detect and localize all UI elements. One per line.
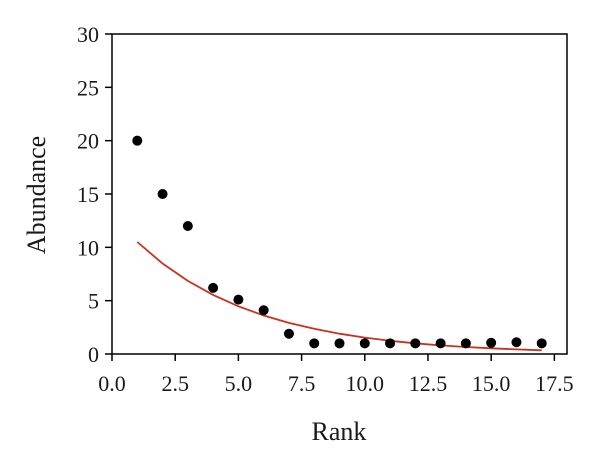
x-tick-label: 10.0 [346,371,385,396]
x-tick-label: 0.0 [98,371,126,396]
y-axis: 0 5 10 15 20 25 30 [77,22,112,367]
data-point [359,338,370,349]
x-tick-label: 17.5 [535,371,574,396]
fitted-curve [136,241,542,352]
y-axis-title: Abundance [22,136,51,254]
data-point [435,338,446,349]
y-tick-label: 5 [88,289,99,314]
data-point [208,282,219,293]
data-point [536,338,547,349]
data-point [157,189,168,199]
data-point [132,135,143,146]
x-tick-label: 15.0 [472,371,511,396]
data-point [385,338,396,349]
plot-area [111,33,568,355]
x-tick-label: 7.5 [288,371,316,396]
y-tick-label: 0 [88,342,99,367]
x-axis: 0.0 2.5 5.0 7.5 10.0 12.5 15.0 17.5 [98,354,574,396]
data-point [258,305,269,316]
data-point [309,338,320,349]
data-point [182,221,193,231]
y-tick-label: 20 [77,129,99,154]
y-tick-label: 30 [77,22,99,47]
data-point [410,338,421,349]
data-point [460,338,471,349]
axes-frame [111,33,568,355]
data-point [233,294,244,305]
data-point [486,337,497,348]
data-point [334,338,345,349]
x-tick-label: 5.0 [225,371,253,396]
x-axis-title: Rank [312,417,367,446]
data-point [511,337,522,348]
x-tick-label: 2.5 [161,371,189,396]
y-tick-label: 15 [77,182,99,207]
y-tick-label: 25 [77,75,99,100]
y-tick-label: 10 [77,235,99,260]
data-point [283,328,294,339]
x-tick-label: 12.5 [409,371,448,396]
